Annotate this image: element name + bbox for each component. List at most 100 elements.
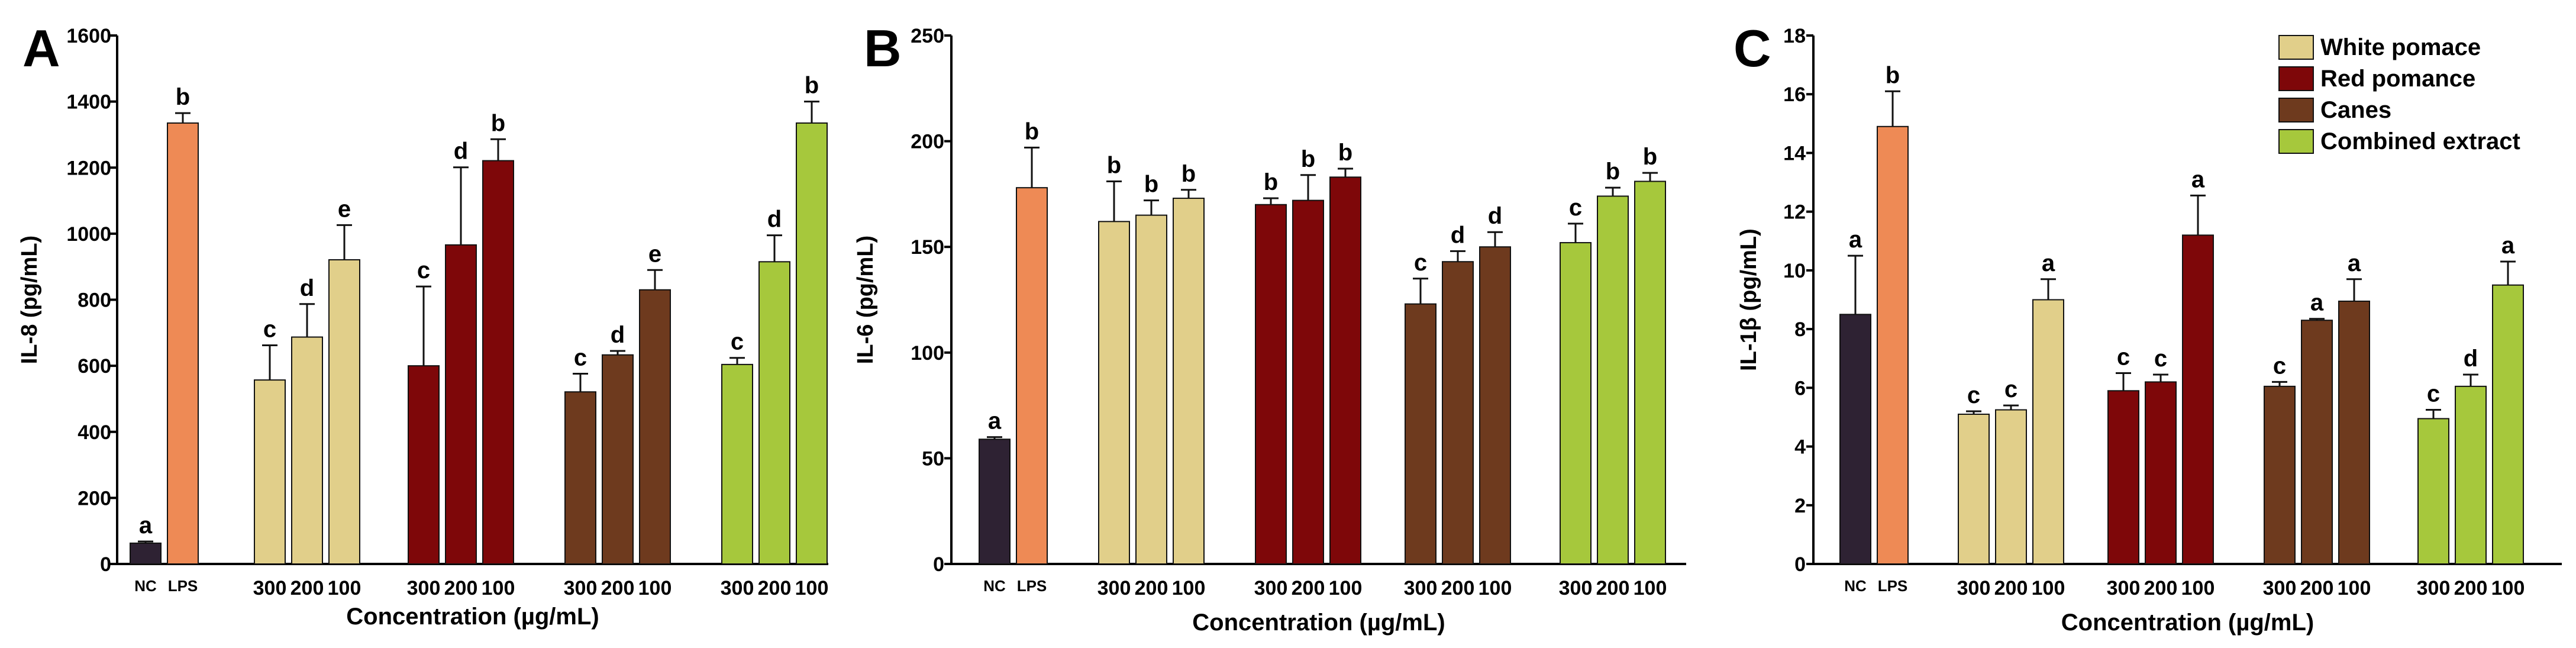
y-tick-label: 16 (1783, 83, 1806, 106)
significance-label: a (1849, 227, 1862, 253)
x-tick-label: 200 (1596, 577, 1630, 599)
bar-c-white-100 (2032, 299, 2064, 565)
panel-letter-c: C (1734, 19, 1771, 78)
bar-a-white-300 (254, 379, 286, 565)
x-tick-label: 200 (1441, 577, 1475, 599)
significance-label: d (2464, 346, 2478, 372)
bar-a-red-100 (482, 160, 514, 565)
significance-label: d (767, 207, 782, 233)
y-axis-title: IL-8 (pg/mL) (17, 236, 42, 364)
significance-label: c (1569, 195, 1582, 221)
x-axis-title: Concentration (µg/mL) (1192, 610, 1445, 636)
x-tick-label: 300 (564, 577, 598, 599)
y-tick-label: 0 (100, 553, 111, 576)
x-tick-label: 100 (638, 577, 672, 599)
bar-b-white-300 (1098, 221, 1130, 565)
x-tick-label: 300 (407, 577, 441, 599)
x-tick-label: 300 (1559, 577, 1593, 599)
bar-a-white-200 (291, 336, 323, 565)
significance-label: b (1264, 169, 1278, 195)
x-tick-label: NC (134, 577, 157, 595)
x-tick-label: 200 (290, 577, 324, 599)
x-tick-label: 200 (1135, 577, 1168, 599)
significance-label: c (263, 317, 276, 343)
bar-c-combined-100 (2492, 284, 2524, 565)
x-tick-label: 200 (758, 577, 792, 599)
x-tick-label: 300 (2263, 577, 2297, 599)
significance-label: b (1107, 152, 1121, 178)
x-tick-label: 100 (1172, 577, 1206, 599)
bar-c-NC-NC (1839, 314, 1871, 565)
significance-label: b (1886, 62, 1900, 88)
legend-label-2: Canes (2320, 97, 2391, 123)
y-tick-label: 800 (78, 289, 111, 312)
x-tick-label: 300 (1254, 577, 1288, 599)
legend-label-1: Red pomance (2320, 66, 2475, 92)
legend-label-0: White pomace (2320, 34, 2481, 60)
significance-label: e (338, 196, 351, 222)
x-axis-title: Concentration (µg/mL) (346, 604, 599, 630)
bar-b-red-200 (1292, 199, 1324, 565)
y-tick-label: 400 (78, 421, 111, 444)
significance-label: c (574, 345, 587, 371)
x-axis-title: Concentration (µg/mL) (2061, 610, 2314, 636)
y-tick-label: 12 (1783, 201, 1806, 224)
bar-c-white-200 (1995, 409, 2027, 565)
bar-b-red-300 (1255, 204, 1287, 565)
bar-a-combined-300 (721, 363, 753, 565)
y-tick-label: 18 (1783, 25, 1806, 47)
x-tick-label: 200 (1994, 577, 2028, 599)
y-tick-label: 6 (1794, 377, 1806, 399)
y-tick-label: 200 (911, 131, 944, 153)
x-tick-label: 100 (795, 577, 829, 599)
bar-a-red-300 (408, 365, 440, 565)
significance-label: c (2004, 376, 2017, 402)
y-tick-label: 14 (1783, 142, 1806, 165)
panel-c: C 0 2 4 6 8 10 12 14 16 18 IL-1β (pg/mL) Concentrati… (1734, 19, 2562, 636)
significance-label: a (2042, 250, 2055, 276)
x-tick-label: 200 (1292, 577, 1325, 599)
bar-c-red-100 (2182, 234, 2214, 565)
significance-label: b (1144, 172, 1158, 198)
significance-label: a (139, 512, 153, 539)
bar-c-canes-200 (2301, 320, 2333, 565)
legend-swatch-1 (2278, 66, 2314, 91)
significance-label: d (454, 138, 468, 165)
bar-a-combined-100 (796, 122, 828, 565)
y-tick-label: 600 (78, 355, 111, 378)
significance-label: c (417, 257, 430, 283)
x-tick-label: 100 (2491, 577, 2525, 599)
significance-label: c (1414, 250, 1427, 276)
bar-c-canes-100 (2338, 300, 2370, 565)
bar-b-NC-NC (979, 439, 1011, 565)
x-tick-label: 100 (328, 577, 361, 599)
x-tick-label: 200 (2144, 577, 2178, 599)
bar-a-red-200 (445, 244, 477, 565)
x-tick-label: 300 (2417, 577, 2451, 599)
y-tick-label: 2 (1794, 495, 1806, 517)
significance-label: a (988, 408, 1002, 434)
significance-label: d (1451, 222, 1465, 248)
x-tick-label: 300 (721, 577, 754, 599)
panel-b: B 0 50 100 150 200 250 IL-6 (pg/mL) Concentratio… (853, 19, 1686, 636)
significance-label: c (2117, 344, 2130, 370)
x-tick-label: NC (1844, 577, 1867, 595)
bar-a-combined-200 (758, 261, 790, 565)
y-tick-label: 4 (1794, 436, 1806, 459)
bar-c-canes-300 (2264, 385, 2296, 565)
significance-label: c (2154, 346, 2167, 372)
bar-b-canes-300 (1405, 303, 1437, 565)
x-tick-label: 100 (1329, 577, 1363, 599)
x-tick-label: 200 (601, 577, 635, 599)
bar-a-canes-200 (602, 354, 634, 565)
significance-label: b (1338, 140, 1352, 166)
legend-label-3: Combined extract (2320, 128, 2520, 154)
bar-c-red-300 (2107, 390, 2139, 565)
bar-b-white-100 (1173, 198, 1205, 565)
legend-swatch-3 (2278, 129, 2314, 154)
bar-c-white-300 (1958, 413, 1990, 565)
bar-a-LPS-LPS (167, 122, 199, 565)
bar-b-combined-100 (1634, 180, 1666, 565)
bar-b-canes-200 (1442, 261, 1474, 565)
bar-b-white-200 (1135, 214, 1167, 565)
